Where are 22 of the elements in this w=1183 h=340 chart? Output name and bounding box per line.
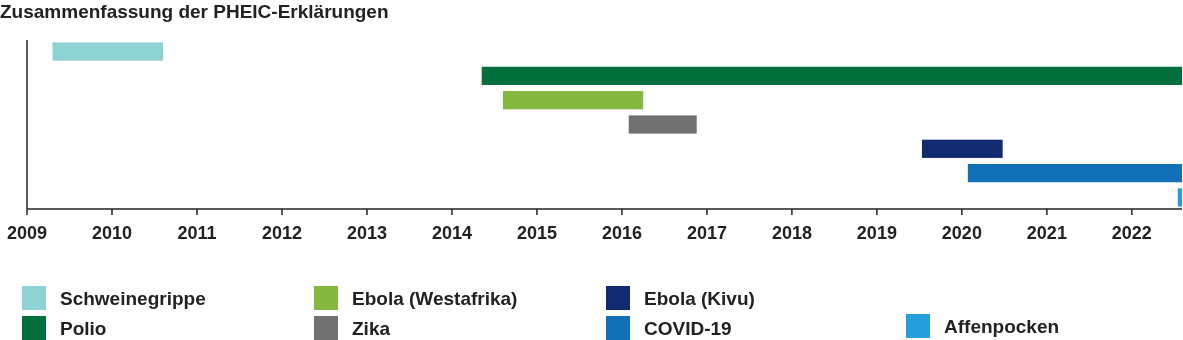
x-tick-label: 2013 [346, 223, 387, 243]
legend-label: Schweinegrippe [60, 288, 206, 309]
legend-label: Zika [352, 318, 391, 339]
legend-label: COVID-19 [644, 318, 732, 339]
chart-title: Zusammenfassung der PHEIC-Erklärungen [0, 1, 389, 22]
x-tick-label: 2010 [91, 223, 133, 243]
x-tick-label: 2015 [516, 223, 557, 243]
x-tick-label: 2011 [177, 223, 217, 243]
x-tick-label: 2022 [1111, 223, 1152, 243]
legend-label: Polio [60, 318, 107, 339]
x-tick-label: 2021 [1026, 223, 1067, 243]
legend-label: Ebola (Kivu) [644, 288, 755, 309]
x-tick-label: 2018 [771, 223, 812, 243]
legend-label: Affenpocken [944, 316, 1060, 337]
x-tick-label: 2020 [941, 223, 982, 243]
x-tick-label: 2014 [431, 223, 472, 243]
x-tick-label: 2009 [6, 223, 48, 243]
legend-label: Ebola (Westafrika) [352, 288, 518, 309]
x-tick-label: 2017 [686, 223, 727, 243]
x-tick-label: 2019 [856, 223, 897, 243]
x-tick-label: 2012 [261, 223, 302, 243]
x-tick-label: 2016 [601, 223, 642, 243]
